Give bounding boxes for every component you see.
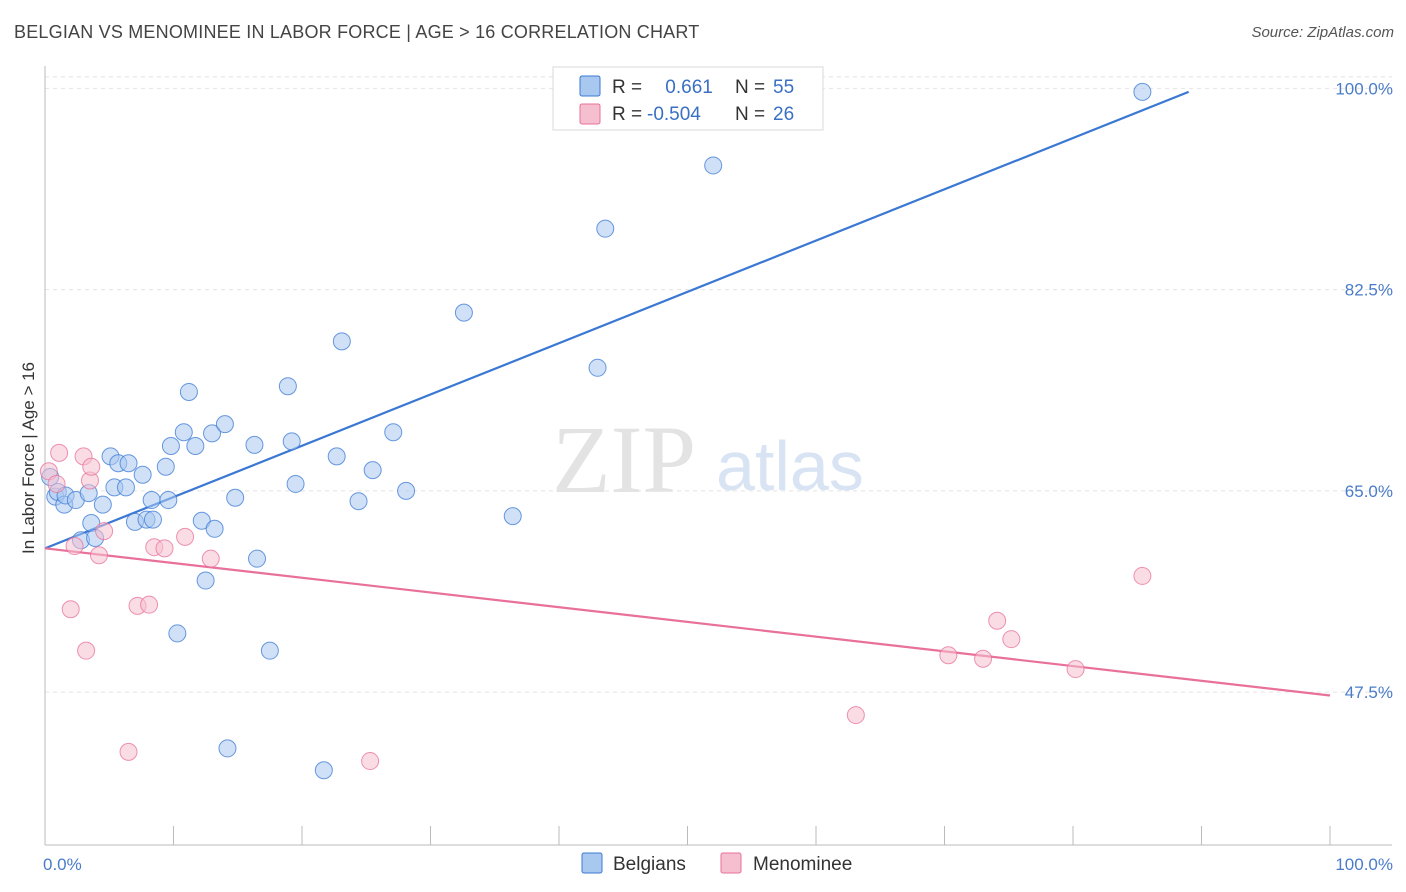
legend-swatch-belgians bbox=[579, 75, 601, 97]
y-tick-label-2: 65.0% bbox=[1345, 482, 1393, 501]
bottom-legend-menominee: Menominee bbox=[753, 854, 852, 875]
belgians-point-15 bbox=[119, 454, 138, 473]
menominee-trend-line bbox=[44, 547, 1331, 697]
axes bbox=[44, 66, 1392, 846]
menominee-point-16 bbox=[176, 527, 195, 546]
belgians-point-48 bbox=[454, 303, 473, 322]
legend-n-value-belgians: 55 bbox=[773, 77, 794, 98]
belgians-point-17 bbox=[133, 465, 152, 484]
menominee-point-4 bbox=[65, 537, 84, 556]
belgians-point-47 bbox=[397, 481, 416, 500]
menominee-point-21 bbox=[974, 649, 993, 668]
menominee-point-9 bbox=[89, 546, 108, 565]
source-label: Source: ZipAtlas.com bbox=[1251, 24, 1394, 41]
menominee-point-8 bbox=[82, 457, 101, 476]
belgians-point-40 bbox=[286, 474, 305, 493]
belgians-point-33 bbox=[218, 739, 237, 758]
belgians-point-37 bbox=[260, 641, 279, 660]
menominee-point-11 bbox=[119, 742, 138, 761]
watermark-zip: ZIP bbox=[552, 406, 696, 513]
menominee-point-13 bbox=[140, 595, 159, 614]
belgians-point-14 bbox=[116, 478, 135, 497]
belgians-point-10 bbox=[93, 495, 112, 514]
legend-r-value-belgians: 0.661 bbox=[660, 77, 713, 98]
tick-labels: 100.0% 82.5% 65.0% 47.5% 0.0% 100.0% bbox=[43, 79, 1393, 874]
legend-n-label-menominee: N = bbox=[735, 104, 765, 125]
belgians-point-53 bbox=[704, 156, 723, 175]
legend-r-label-menominee: R = bbox=[612, 104, 642, 125]
belgians-point-45 bbox=[363, 461, 382, 480]
belgians-point-23 bbox=[161, 437, 180, 456]
menominee-point-6 bbox=[77, 641, 96, 660]
legend-n-label-belgians: N = bbox=[735, 77, 765, 98]
belgians-point-31 bbox=[205, 519, 224, 538]
belgians-point-46 bbox=[384, 423, 403, 442]
belgians-point-41 bbox=[314, 761, 333, 780]
menominee-point-17 bbox=[201, 549, 220, 568]
menominee-point-22 bbox=[988, 611, 1007, 630]
belgians-point-38 bbox=[278, 377, 297, 396]
bottom-legend-swatch-belgians bbox=[581, 852, 603, 874]
menominee-point-1 bbox=[47, 474, 66, 493]
belgians-point-29 bbox=[196, 571, 215, 590]
x-tick-label-1: 100.0% bbox=[1335, 855, 1393, 874]
belgians-point-36 bbox=[248, 549, 267, 568]
menominee-point-3 bbox=[61, 600, 80, 619]
menominee-point-18 bbox=[361, 752, 380, 771]
belgians-point-51 bbox=[596, 219, 615, 238]
bottom-legend: Belgians Menominee bbox=[581, 852, 852, 875]
legend-r-label-belgians: R = bbox=[612, 77, 642, 98]
data-points bbox=[39, 82, 1152, 780]
x-tick-label-0: 0.0% bbox=[43, 855, 82, 874]
legend-r-value-menominee: -0.504 bbox=[647, 104, 701, 125]
trend-lines bbox=[44, 90, 1331, 697]
menominee-point-20 bbox=[939, 646, 958, 665]
belgians-point-44 bbox=[349, 492, 368, 511]
menominee-point-24 bbox=[1066, 660, 1085, 679]
belgians-point-43 bbox=[332, 332, 351, 351]
belgians-point-22 bbox=[159, 491, 178, 510]
legend-swatch-menominee bbox=[579, 103, 601, 125]
belgians-point-54 bbox=[1133, 82, 1152, 101]
belgians-point-34 bbox=[226, 488, 245, 507]
watermark: ZIP atlas bbox=[552, 406, 864, 513]
belgians-point-21 bbox=[156, 457, 175, 476]
belgians-point-32 bbox=[215, 415, 234, 434]
belgians-point-26 bbox=[179, 382, 198, 401]
belgians-point-19 bbox=[142, 491, 161, 510]
belgians-point-49 bbox=[503, 507, 522, 526]
menominee-point-19 bbox=[846, 706, 865, 725]
belgians-point-28 bbox=[192, 511, 211, 530]
y-tick-label-1: 82.5% bbox=[1345, 281, 1393, 300]
belgians-point-20 bbox=[143, 510, 162, 529]
chart-title: BELGIAN VS MENOMINEE IN LABOR FORCE | AG… bbox=[14, 22, 700, 42]
belgians-point-42 bbox=[327, 447, 346, 466]
belgians-point-35 bbox=[245, 435, 264, 454]
belgians-point-24 bbox=[168, 624, 187, 643]
watermark-atlas: atlas bbox=[716, 427, 864, 505]
belgians-point-25 bbox=[174, 423, 193, 442]
belgians-point-27 bbox=[186, 437, 205, 456]
menominee-point-25 bbox=[1133, 566, 1152, 585]
menominee-point-23 bbox=[1002, 630, 1021, 649]
bottom-legend-swatch-menominee bbox=[720, 852, 742, 874]
belgians-trend-line bbox=[44, 90, 1190, 550]
y-axis-label: In Labor Force | Age > 16 bbox=[19, 362, 38, 554]
bottom-legend-belgians: Belgians bbox=[613, 854, 686, 875]
legend-n-value-menominee: 26 bbox=[773, 104, 794, 125]
belgians-point-39 bbox=[282, 432, 301, 451]
menominee-point-15 bbox=[155, 539, 174, 558]
legend-box: R = 0.661 N = 55 R = -0.504 N = 26 bbox=[552, 66, 824, 131]
menominee-point-2 bbox=[50, 443, 69, 462]
y-tick-label-0: 100.0% bbox=[1335, 79, 1393, 98]
menominee-point-10 bbox=[95, 522, 114, 541]
y-tick-label-3: 47.5% bbox=[1345, 683, 1393, 702]
belgians-point-50 bbox=[588, 358, 607, 377]
belgians-point-30 bbox=[203, 424, 222, 443]
